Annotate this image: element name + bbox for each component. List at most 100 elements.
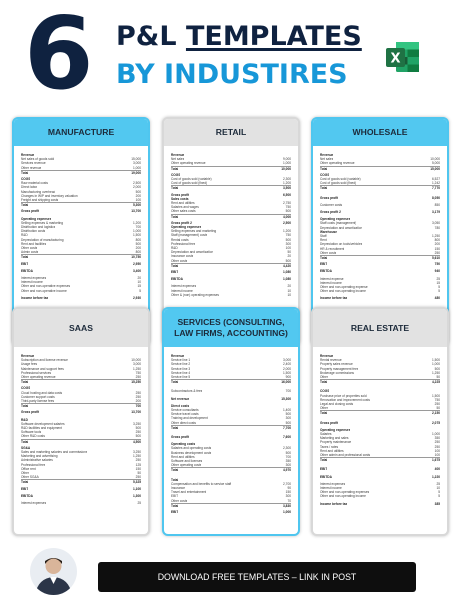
- table-row: EBITDA 3,400: [21, 269, 141, 273]
- card-manufacture[interactable]: MANUFACTURE Revenue Net sales of goods so…: [12, 117, 150, 346]
- row-value: 1,250: [133, 366, 141, 371]
- card-title: MANUFACTURE: [14, 119, 148, 146]
- row-value: 200: [135, 399, 141, 404]
- row-value: 1,300: [133, 493, 141, 498]
- row-label: Direct costs: [171, 403, 190, 408]
- row-value: 1,000: [432, 432, 440, 437]
- table-row: Raw material costs 2,500: [21, 181, 141, 185]
- table-row: Property maintenance 250: [320, 440, 440, 444]
- row-value: 150: [285, 490, 291, 495]
- row-value: 3,400: [133, 268, 141, 273]
- table-row: Total 700: [21, 403, 141, 408]
- row-value: 100: [285, 246, 291, 251]
- row-label: EBITDA: [320, 474, 332, 479]
- row-label: HR & recruitment: [320, 246, 345, 251]
- table-row: COGS: [320, 173, 440, 177]
- row-value: 125: [135, 462, 141, 467]
- row-label: Service line 5: [171, 375, 191, 380]
- row-label: COGS: [171, 172, 181, 177]
- row-label: Other direct costs: [171, 420, 196, 425]
- table-row: Revenue: [21, 354, 141, 358]
- title: P&L TEMPLATES: [116, 22, 362, 52]
- row-value: 2,400: [283, 362, 291, 367]
- table-row: Revenue: [171, 153, 291, 157]
- row-label: Subcontractors & fees: [171, 389, 203, 394]
- row-value: 1,250: [432, 370, 440, 375]
- table-row: Salaries and operating costs 2,300: [171, 446, 291, 450]
- row-value: 1,500: [133, 233, 141, 238]
- card-title: WHOLESALE: [313, 119, 447, 146]
- pl-table: Revenue Net sales of goods sold 15,000 Serv…: [14, 146, 148, 304]
- row-value: 750: [285, 205, 291, 210]
- row-label: Rent and utilities: [320, 448, 344, 453]
- row-value: 250: [135, 430, 141, 435]
- table-row: Cost of goods sold (fixed) 1,242: [320, 181, 440, 185]
- table-row: Training and development 300: [171, 416, 291, 420]
- table-row: Other costs 70: [171, 499, 291, 503]
- row-value: 100: [135, 198, 141, 203]
- table-row: Rent and utilities 700: [171, 455, 291, 459]
- row-label: Other and non-operative income: [21, 288, 67, 293]
- row-label: Operating expenses: [171, 225, 202, 230]
- row-label: Interest income: [320, 486, 342, 491]
- row-value: 300: [285, 494, 291, 499]
- excel-icon: X: [386, 42, 419, 72]
- row-value: 2,750: [283, 201, 291, 206]
- table-row: EBIT 300: [171, 494, 291, 498]
- table-row: Total 5,325: [21, 479, 141, 484]
- row-label: Cost of goods sold (variable): [320, 177, 361, 182]
- card-saas[interactable]: SAAS Revenue Subscription and license rev…: [12, 307, 150, 536]
- row-label: COGS: [320, 172, 330, 177]
- row-value: 10: [287, 288, 291, 293]
- row-value: 150: [434, 246, 440, 251]
- table-row: Other and non-operative expenses 15: [21, 284, 141, 288]
- table-row: Depreciation and amortization 780: [320, 226, 440, 230]
- row-label: Rent and facilities: [21, 241, 47, 246]
- row-label: Net sales: [320, 157, 334, 162]
- row-value: 2,500: [283, 220, 291, 225]
- table-row: Total 7,770: [320, 185, 440, 190]
- table-row: EBITDA 1,220: [320, 475, 440, 479]
- row-label: Other admin and professional costs: [320, 453, 371, 458]
- table-row: Warehouse: [320, 230, 440, 234]
- table-row: R&D facilities and equipment 500: [21, 426, 141, 430]
- table-row: Gross profit 2,075: [320, 421, 440, 425]
- row-value: 1,500: [432, 393, 440, 398]
- row-value: 250: [135, 475, 141, 480]
- card-real-estate[interactable]: REAL ESTATE Revenue Rental revenue 1,500 Pr…: [311, 307, 449, 536]
- row-label: Gross profit: [320, 195, 339, 200]
- row-label: Other and non-operating expenses: [320, 490, 370, 495]
- row-label: Total: [171, 166, 179, 171]
- table-row: Property sales revenue 1,000: [320, 362, 440, 366]
- row-label: Total: [320, 256, 328, 261]
- row-label: Service line 2: [171, 362, 191, 367]
- row-label: Rent and utilities: [171, 201, 195, 206]
- table-row: EBIT 1,100: [21, 487, 141, 491]
- row-label: Other operating revenue: [320, 161, 355, 166]
- table-row: Service line 4 1,500: [171, 371, 291, 375]
- card-services[interactable]: SERVICES (CONSULTING, LAW FIRMS, ACCOUNT…: [162, 307, 300, 536]
- table-row: Other operating revenue 1,000: [171, 161, 291, 165]
- table-row: Admin costs 800: [21, 250, 141, 254]
- row-label: Total: [21, 380, 29, 385]
- table-row: Selling expenses & marketing 1,200: [21, 221, 141, 225]
- table-row: Direct labor 2,000: [21, 185, 141, 189]
- row-value: 800: [135, 250, 141, 255]
- row-value: 7,600: [283, 435, 291, 440]
- row-value: 1,100: [133, 486, 141, 491]
- row-label: Total: [171, 425, 179, 430]
- row-label: Total: [171, 503, 179, 508]
- row-value: 6,500: [283, 192, 291, 197]
- row-label: Other and non-operating expense: [320, 285, 368, 290]
- row-label: Service travel costs: [171, 412, 199, 417]
- download-templates-button[interactable]: DOWNLOAD FREE TEMPLATES – LINK IN POST: [98, 562, 416, 592]
- table-row: Brokerage commissions 1,250: [320, 371, 440, 375]
- row-value: 3,000: [133, 362, 141, 367]
- row-label: Depreciation and amortization: [320, 225, 363, 230]
- table-row: Cost of goods sold (variable) 6,527: [320, 177, 440, 181]
- excel-letter: X: [390, 52, 400, 67]
- row-label: Total: [21, 404, 29, 409]
- row-label: Services revenue: [21, 161, 46, 166]
- row-value: 250: [135, 458, 141, 463]
- row-label: Other: [320, 406, 328, 411]
